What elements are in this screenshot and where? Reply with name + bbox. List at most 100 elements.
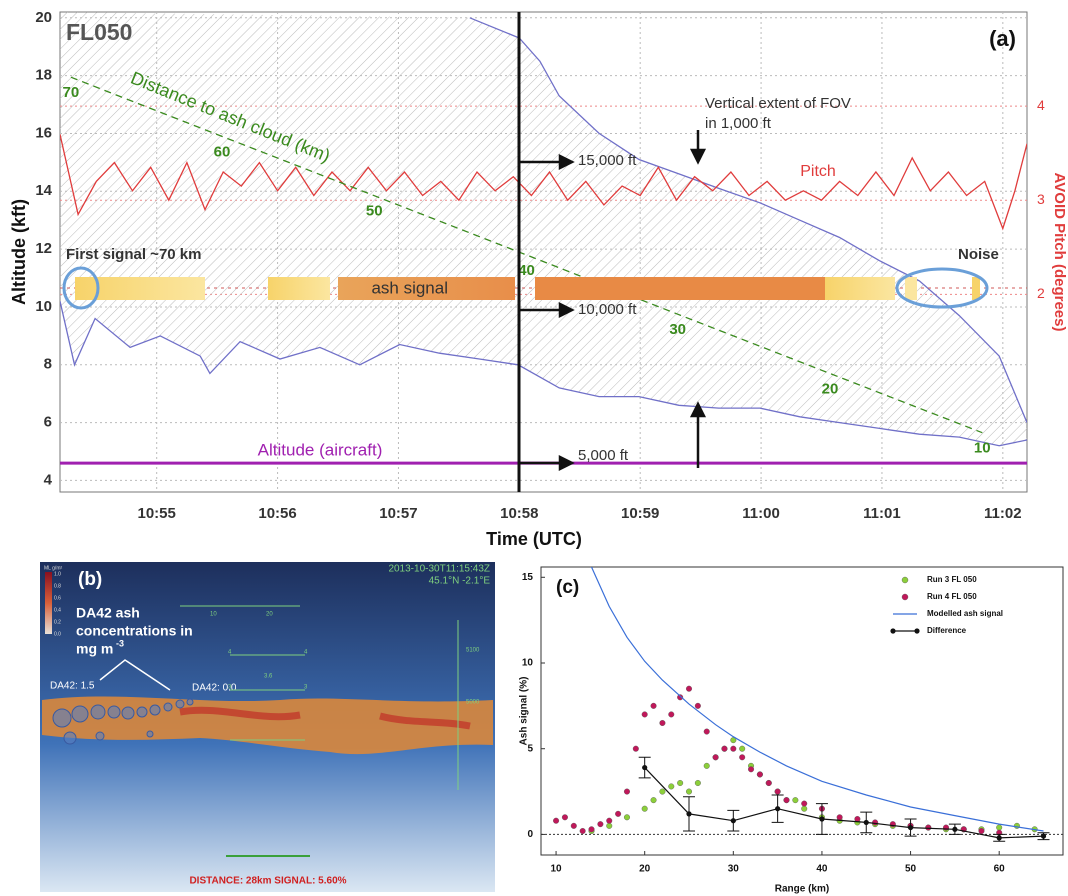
data-point <box>606 822 613 829</box>
y-tick-label: 5 <box>527 743 533 754</box>
series-line <box>644 767 1044 839</box>
colorbar <box>45 572 52 634</box>
data-point <box>641 805 648 812</box>
signal-segment <box>75 277 205 300</box>
data-point <box>686 811 692 817</box>
y-tick-label: 12 <box>35 240 52 257</box>
colorbar-tick: 0.2 <box>54 619 61 625</box>
data-point <box>668 711 675 718</box>
colorbar-unit: ML g/m² <box>44 565 62 571</box>
colorbar-tick: 0.6 <box>54 595 61 601</box>
data-point <box>623 814 630 821</box>
data-point <box>668 783 675 790</box>
panel-label: (b) <box>78 569 102 590</box>
callout: concentrations in <box>76 623 193 639</box>
point-label: 10 <box>974 440 991 457</box>
data-point <box>561 814 568 821</box>
colorbar-tick: 0.8 <box>54 583 61 589</box>
legend-marker <box>901 576 909 584</box>
panel-b: ML g/m² 1.0 0.8 0.6 0.4 0.2 0.0 (b) 2013-10-3… <box>40 562 495 892</box>
signal-segment <box>905 277 917 300</box>
data-point <box>677 694 684 701</box>
arrows <box>519 130 707 472</box>
y-axis-title: Ash signal (%) <box>519 677 530 746</box>
y-tick-label: 4 <box>44 471 53 488</box>
data-point <box>978 828 985 835</box>
data-point <box>570 822 577 829</box>
data-point <box>836 814 843 821</box>
series-line <box>469 17 1027 423</box>
x-axis-title: Time (UTC) <box>486 529 582 549</box>
ash-signal-bar <box>60 266 1027 310</box>
x-tick-label: 40 <box>816 864 828 875</box>
ladder-label: 3 <box>304 685 308 691</box>
data-point <box>907 824 914 831</box>
x-tick-label: 20 <box>639 864 651 875</box>
point-label: 30 <box>669 321 686 338</box>
y-tick-label: 20 <box>35 9 52 26</box>
series-line <box>70 76 983 434</box>
data-point <box>703 728 710 735</box>
pitch-ladder <box>230 654 305 741</box>
callout: mg m <box>76 641 113 657</box>
x-tick-label: 10:58 <box>500 505 538 522</box>
series-line <box>60 134 1027 231</box>
y2-tick-label: 2 <box>1037 285 1045 301</box>
data-point <box>712 754 719 761</box>
data-point <box>650 702 657 709</box>
series-label: Pitch <box>800 163 836 180</box>
plot-a: 10:55 10:56 10:57 10:58 10:59 11:00 11:01 11:02… <box>35 9 1045 522</box>
x-tick-label: 11:02 <box>984 505 1022 522</box>
callout-lines <box>99 659 171 691</box>
signal-segment <box>338 277 515 300</box>
ladder-label: 4 <box>304 650 308 656</box>
data-point <box>650 797 657 804</box>
data-point <box>597 821 604 828</box>
callout-superscript: -3 <box>116 638 124 648</box>
data-point <box>606 817 613 824</box>
point-label: 60 <box>214 143 231 160</box>
data-point <box>730 745 737 752</box>
y-tick-label: 15 <box>522 572 534 583</box>
data-point <box>1013 822 1020 829</box>
x-axis-title: Range (km) <box>775 884 829 895</box>
data-point <box>952 826 958 832</box>
y2-axis-title: AVOID Pitch (degrees) <box>1051 173 1068 332</box>
point-label: 50 <box>366 203 383 220</box>
data-point <box>623 788 630 795</box>
data-point <box>730 818 736 824</box>
legend-marker <box>914 628 920 634</box>
data-point <box>774 788 781 795</box>
legend-label: Modelled ash signal <box>927 609 1003 618</box>
legend-label: Difference <box>927 626 967 635</box>
colorbar-tick: 1.0 <box>54 571 61 577</box>
annotation: ash signal <box>371 278 448 297</box>
data-point <box>996 835 1002 841</box>
ladder-label: 3 <box>228 685 232 691</box>
fov-hatch <box>60 12 1027 446</box>
plot-area <box>60 12 1027 465</box>
data-point <box>748 766 755 773</box>
annotation: 15,000 ft <box>578 152 637 169</box>
data-point <box>659 788 666 795</box>
highlight-oval <box>62 266 100 310</box>
legend-label: Run 3 FL 050 <box>927 575 977 584</box>
data-point <box>756 771 763 778</box>
data-point <box>659 720 666 727</box>
colorbar-ticks: 1.0 0.8 0.6 0.4 0.2 0.0 <box>54 571 61 637</box>
data-point <box>872 819 879 826</box>
y-tick-label: 6 <box>44 414 52 431</box>
data-point <box>579 828 586 835</box>
data-point <box>792 797 799 804</box>
data-point <box>925 824 932 831</box>
y2-tick-label: 4 <box>1037 97 1045 113</box>
annotation: Vertical extent of FOV <box>705 95 851 112</box>
x-tick-label: 10:55 <box>138 505 176 522</box>
annotation: 5,000 ft <box>578 447 629 464</box>
status: DISTANCE: 28km SIGNAL: 5.60% <box>189 876 346 887</box>
data-point <box>632 745 639 752</box>
ladder-label: 3.6 <box>264 674 273 680</box>
x-tick-label: 50 <box>905 864 917 875</box>
callout: DA42 ash <box>76 605 140 621</box>
y-tick-label: 10 <box>35 298 52 315</box>
